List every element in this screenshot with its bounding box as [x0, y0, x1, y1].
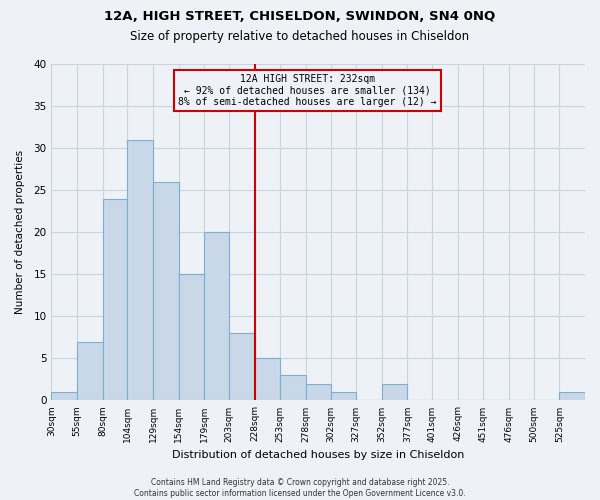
Bar — [127, 140, 153, 400]
Text: Size of property relative to detached houses in Chiseldon: Size of property relative to detached ho… — [130, 30, 470, 43]
Bar — [77, 342, 103, 400]
Bar — [229, 333, 254, 400]
Y-axis label: Number of detached properties: Number of detached properties — [15, 150, 25, 314]
Bar — [254, 358, 280, 401]
Bar — [103, 198, 127, 400]
Text: Contains HM Land Registry data © Crown copyright and database right 2025.
Contai: Contains HM Land Registry data © Crown c… — [134, 478, 466, 498]
Text: 12A HIGH STREET: 232sqm
← 92% of detached houses are smaller (134)
8% of semi-de: 12A HIGH STREET: 232sqm ← 92% of detache… — [178, 74, 437, 108]
Bar — [306, 384, 331, 400]
Bar — [179, 274, 205, 400]
Bar — [382, 384, 407, 400]
Bar — [52, 392, 77, 400]
Bar — [280, 375, 306, 400]
Bar — [205, 232, 229, 400]
X-axis label: Distribution of detached houses by size in Chiseldon: Distribution of detached houses by size … — [172, 450, 464, 460]
Bar — [153, 182, 179, 400]
Bar — [331, 392, 356, 400]
Bar — [559, 392, 585, 400]
Text: 12A, HIGH STREET, CHISELDON, SWINDON, SN4 0NQ: 12A, HIGH STREET, CHISELDON, SWINDON, SN… — [104, 10, 496, 23]
